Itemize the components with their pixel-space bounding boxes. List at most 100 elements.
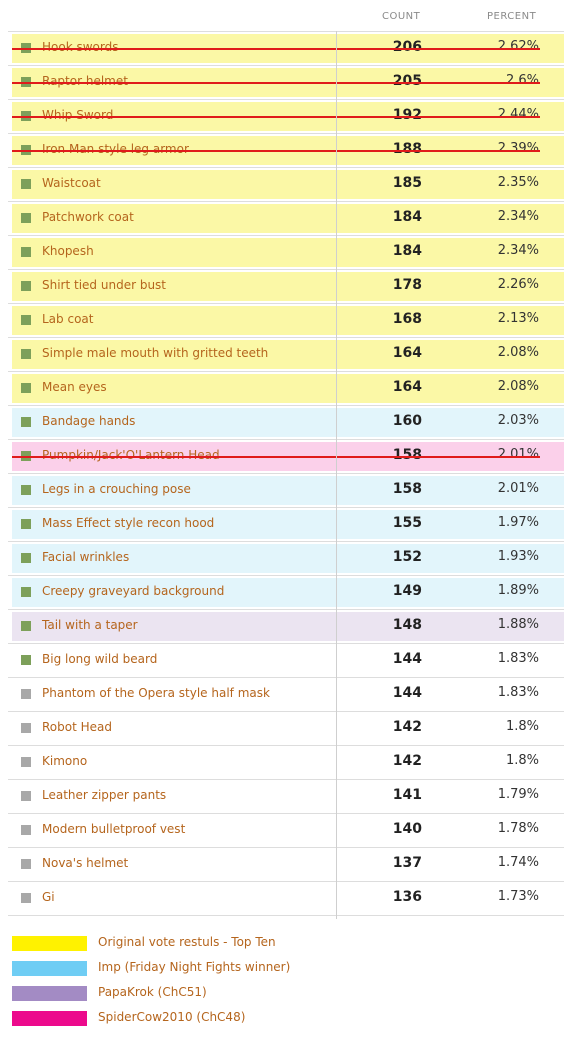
row-percent: 2.44% (497, 107, 539, 122)
row-marker-icon (21, 757, 31, 767)
row-label: Hook swords (42, 40, 119, 54)
row-marker-icon (21, 349, 31, 359)
row-label: Tail with a taper (42, 618, 138, 632)
row-percent: 1.73% (497, 889, 539, 904)
row-marker-icon (21, 621, 31, 631)
row-label: Leather zipper pants (42, 788, 167, 802)
row-label: Creepy graveyard background (42, 584, 225, 598)
legend-label: Original vote restuls - Top Ten (98, 935, 276, 949)
table-row: Waistcoat 185 2.35% (8, 168, 564, 202)
row-count: 155 (392, 515, 422, 531)
strikethrough-line (12, 82, 540, 84)
row-count: 158 (392, 481, 422, 497)
row-count: 148 (392, 617, 422, 633)
row-count: 152 (392, 549, 422, 565)
row-label: Kimono (42, 754, 88, 768)
legend-label: PapaKrok (ChC51) (98, 985, 207, 999)
row-marker-icon (21, 587, 31, 597)
count-column-header: COUNT (382, 11, 421, 22)
table-row: Creepy graveyard background 149 1.89% (8, 576, 564, 610)
table-row: Facial wrinkles 152 1.93% (8, 542, 564, 576)
row-label: Gi (42, 890, 55, 904)
row-count: 137 (392, 855, 422, 871)
percent-column-header: PERCENT (487, 11, 537, 22)
row-count: 144 (392, 651, 422, 667)
table-row: Iron Man style leg armor 188 2.39% (8, 134, 564, 168)
strikethrough-line (12, 456, 540, 458)
table-row: Raptor helmet 205 2.6% (8, 66, 564, 100)
row-percent: 2.08% (497, 345, 539, 360)
row-label: Khopesh (42, 244, 94, 258)
table-row: Nova's helmet 137 1.74% (8, 848, 564, 882)
row-label: Robot Head (42, 720, 112, 734)
row-highlight (12, 238, 564, 267)
row-marker-icon (21, 723, 31, 733)
row-highlight (12, 476, 564, 505)
row-percent: 2.01% (497, 447, 539, 462)
table-row: Bandage hands 160 2.03% (8, 406, 564, 440)
table-row: Patchwork coat 184 2.34% (8, 202, 564, 236)
row-count: 144 (392, 685, 422, 701)
row-percent: 1.97% (497, 515, 539, 530)
row-percent: 2.62% (497, 39, 539, 54)
row-highlight (12, 510, 564, 539)
row-highlight (12, 170, 564, 199)
row-marker-icon (21, 859, 31, 869)
row-percent: 2.34% (497, 243, 539, 258)
legend-label: Imp (Friday Night Fights winner) (98, 960, 291, 974)
row-marker-icon (21, 825, 31, 835)
row-count: 188 (392, 141, 422, 157)
row-label: Big long wild beard (42, 652, 158, 666)
table-row: Shirt tied under bust 178 2.26% (8, 270, 564, 304)
row-label: Facial wrinkles (42, 550, 130, 564)
row-percent: 2.34% (497, 209, 539, 224)
row-highlight (12, 204, 564, 233)
row-count: 178 (392, 277, 422, 293)
table-row: Kimono 142 1.8% (8, 746, 564, 780)
table-row: Lab coat 168 2.13% (8, 304, 564, 338)
row-percent: 1.89% (497, 583, 539, 598)
row-label: Bandage hands (42, 414, 136, 428)
row-count: 141 (392, 787, 422, 803)
row-percent: 1.74% (497, 855, 539, 870)
row-count: 142 (392, 753, 422, 769)
row-percent: 2.13% (497, 311, 539, 326)
row-count: 206 (392, 39, 422, 55)
row-count: 184 (392, 243, 422, 259)
row-percent: 2.08% (497, 379, 539, 394)
row-label: Phantom of the Opera style half mask (42, 686, 270, 700)
row-count: 142 (392, 719, 422, 735)
table-row: Modern bulletproof vest 140 1.78% (8, 814, 564, 848)
row-label: Lab coat (42, 312, 94, 326)
row-percent: 1.78% (497, 821, 539, 836)
row-count: 136 (392, 889, 422, 905)
row-count: 164 (392, 379, 422, 395)
row-percent: 2.03% (497, 413, 539, 428)
row-marker-icon (21, 689, 31, 699)
row-percent: 1.83% (497, 685, 539, 700)
row-highlight (12, 374, 564, 403)
row-percent: 1.93% (497, 549, 539, 564)
row-label: Pumpkin/Jack'O'Lantern Head (42, 448, 220, 462)
row-highlight (12, 612, 564, 641)
header-divider (8, 31, 564, 32)
row-highlight (12, 340, 564, 369)
strikethrough-line (12, 116, 540, 118)
row-label: Legs in a crouching pose (42, 482, 191, 496)
row-marker-icon (21, 213, 31, 223)
row-count: 168 (392, 311, 422, 327)
table-row: Whip Sword 192 2.44% (8, 100, 564, 134)
table-row: Gi 136 1.73% (8, 882, 564, 916)
row-label: Simple male mouth with gritted teeth (42, 346, 269, 360)
row-highlight (12, 544, 564, 573)
row-marker-icon (21, 315, 31, 325)
row-marker-icon (21, 553, 31, 563)
table-row: Simple male mouth with gritted teeth 164 2… (8, 338, 564, 372)
row-percent: 1.8% (505, 719, 539, 734)
row-count: 149 (392, 583, 422, 599)
row-marker-icon (21, 519, 31, 529)
table-row: Hook swords 206 2.62% (8, 32, 564, 66)
row-highlight (12, 306, 564, 335)
row-percent: 1.8% (505, 753, 539, 768)
row-percent: 2.6% (505, 73, 539, 88)
